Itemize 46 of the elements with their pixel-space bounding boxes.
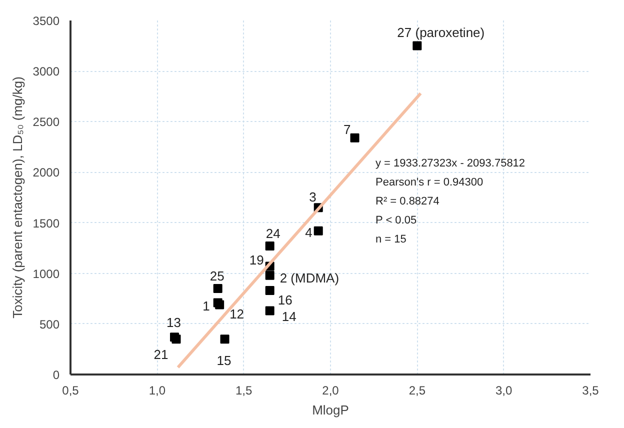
- point: [412, 41, 422, 50]
- y-tick-label: 2500: [32, 115, 60, 130]
- annotation: 27 (paroxetine): [397, 24, 485, 40]
- point: [265, 306, 274, 316]
- annotation: 7: [344, 122, 351, 137]
- x-tick-label: 2,5: [408, 384, 426, 398]
- y-tick-label: 500: [39, 317, 60, 332]
- annotation: 15: [216, 353, 232, 368]
- y-tick-label: 3500: [32, 14, 60, 28]
- annotation: 12: [230, 306, 244, 322]
- x-axis-title: MlogP: [312, 402, 349, 418]
- y-tick-label: 2000: [32, 166, 60, 180]
- annotation: R² = 0.88274: [376, 196, 440, 208]
- annotation: y = 1933.27323x - 2093.75812: [376, 158, 526, 170]
- annotation: P < 0.05: [376, 214, 417, 226]
- annotation: 1: [202, 298, 210, 314]
- annotation: 25: [210, 268, 224, 284]
- point: [213, 284, 222, 294]
- x-tick-label: 1,0: [148, 384, 166, 398]
- annotation: 14: [282, 308, 296, 324]
- annotation: 19: [249, 252, 264, 268]
- point: [265, 286, 274, 296]
- annotation: 3: [309, 190, 316, 205]
- annotation: 21: [154, 347, 168, 362]
- point: [220, 334, 230, 344]
- y-tick-label: 1500: [32, 216, 60, 230]
- x-tick-label: 1,5: [235, 384, 252, 398]
- x-tick-label: 0,5: [62, 384, 80, 398]
- annotation: Pearson's r = 0.94300: [376, 176, 484, 188]
- annotation: 24: [266, 226, 280, 242]
- point: [265, 242, 274, 251]
- annotation: 16: [278, 292, 292, 308]
- x-tick-label: 3,5: [582, 384, 600, 398]
- annotation: n = 15: [376, 234, 406, 246]
- y-tick-label: 1000: [32, 266, 60, 281]
- x-tick-label: 2,0: [322, 384, 340, 398]
- annotation: 2 (MDMA): [280, 270, 340, 286]
- annotation: 4: [305, 224, 312, 240]
- x-tick-label: 3,0: [495, 384, 512, 398]
- point: [350, 133, 360, 142]
- point: [265, 270, 274, 280]
- point: [314, 226, 323, 236]
- y-tick-label: 3000: [32, 64, 60, 79]
- y-tick-label: 0: [52, 368, 60, 382]
- annotation: 13: [166, 315, 181, 330]
- y-axis-title: Toxicity (parent entactogen), LD₅₀ (mg/kg): [10, 76, 25, 318]
